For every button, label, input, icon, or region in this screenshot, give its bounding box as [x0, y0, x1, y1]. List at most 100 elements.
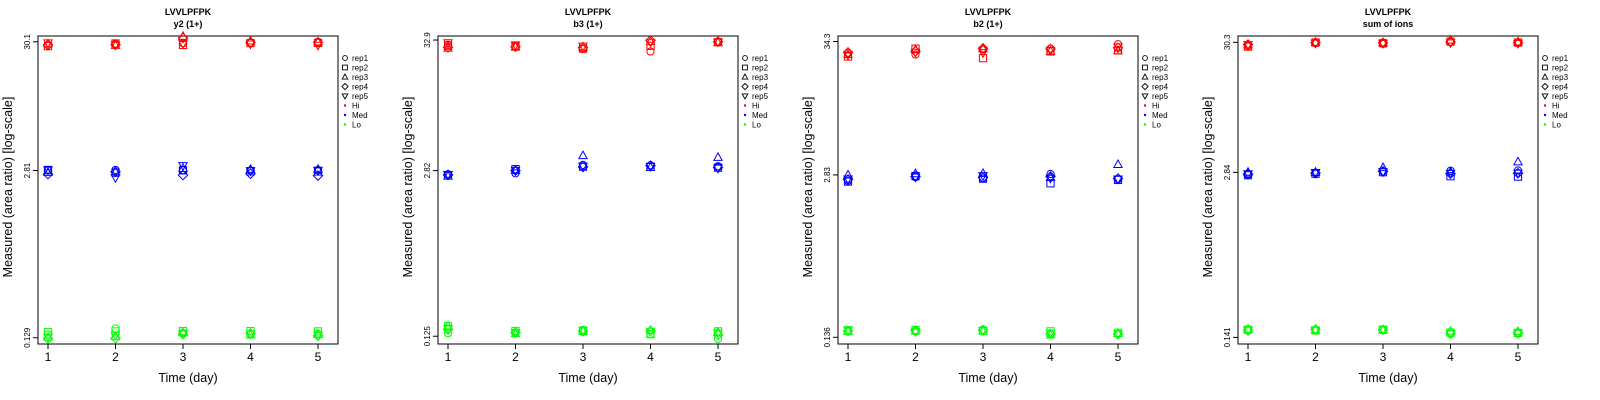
data-point-hi-triangle-down	[1310, 39, 1321, 49]
chart-subtitle: y2 (1+)	[174, 19, 203, 29]
legend-label-hi: Hi	[352, 102, 360, 111]
x-tick-label: 4	[1047, 350, 1054, 364]
data-point-med-triangle-up	[713, 151, 723, 161]
data-point-lo-triangle-down	[910, 328, 921, 338]
legend-marker-rep3	[1541, 73, 1549, 80]
data-point-med-triangle-down	[43, 166, 53, 176]
x-tick-label: 5	[1515, 350, 1522, 364]
data-point-med-triangle-up	[510, 164, 521, 174]
data-point-hi-circle	[911, 50, 920, 59]
legend-marker-rep3	[741, 73, 749, 80]
data-point-med-triangle-up	[1310, 166, 1321, 176]
data-point-lo-triangle-down	[1045, 329, 1056, 339]
x-tick-label: 3	[180, 350, 187, 364]
data-point-hi-triangle-down	[43, 39, 53, 49]
data-point-med-circle	[1046, 169, 1055, 179]
data-point-med-triangle-up	[910, 168, 921, 178]
data-point-lo-square	[646, 330, 655, 339]
data-point-med-diamond	[977, 172, 989, 183]
data-point-lo-triangle-down	[43, 333, 53, 343]
data-point-hi-triangle-down	[578, 42, 588, 52]
data-point-hi-diamond	[842, 46, 854, 58]
data-point-med-triangle-down	[1513, 169, 1523, 179]
data-point-med-triangle-up	[1513, 156, 1523, 166]
data-point-med-diamond	[245, 168, 256, 180]
legend-label-rep2: rep2	[752, 64, 769, 73]
legend-label-lo: Lo	[1552, 121, 1561, 130]
x-axis-label: Time (day)	[1358, 371, 1417, 385]
data-point-med-triangle-up	[578, 150, 588, 160]
legend-label-med: Med	[752, 111, 768, 120]
legend-label-rep3: rep3	[1152, 73, 1169, 82]
legend-label-rep5: rep5	[1552, 92, 1569, 101]
x-tick-label: 3	[980, 350, 987, 364]
legend-label-rep1: rep1	[1152, 54, 1169, 63]
data-point-lo-triangle-down	[178, 330, 188, 340]
y-tick-label: 34.3	[823, 33, 832, 49]
data-point-med-triangle-down	[313, 166, 323, 176]
legend-label-lo: Lo	[752, 121, 761, 130]
legend-marker-lo	[1543, 123, 1547, 126]
legend-label-rep5: rep5	[1152, 92, 1169, 101]
data-point-med-triangle-down	[645, 162, 656, 172]
data-point-lo-triangle-down	[245, 330, 256, 340]
data-point-lo-triangle-down	[510, 328, 521, 339]
legend-marker-lo	[343, 123, 347, 126]
data-point-hi-triangle-down	[843, 51, 853, 61]
legend-marker-rep4	[341, 82, 349, 91]
legend-marker-rep2	[1142, 64, 1148, 71]
legend-label-rep3: rep3	[352, 73, 369, 82]
data-point-lo-triangle-down	[1310, 326, 1321, 336]
chart-title: LVVLPFPK	[165, 7, 212, 17]
legend-label-rep4: rep4	[1152, 83, 1169, 92]
data-point-med-triangle-up	[1378, 162, 1388, 172]
data-point-hi-diamond	[977, 42, 989, 54]
chart-title: LVVLPFPK	[565, 7, 612, 17]
data-point-lo-triangle-down	[1113, 330, 1123, 340]
plot-frame	[37, 35, 339, 345]
chart-panel-b3: LVVLPFPK b3 (1+) Time (day) Measured (ar…	[400, 0, 800, 400]
legend-marker-rep5	[341, 93, 349, 100]
legend-marker-rep1	[1542, 55, 1548, 61]
legend-label-rep1: rep1	[352, 54, 369, 63]
data-point-lo-triangle-up	[1113, 327, 1123, 338]
legend-marker-rep4	[1541, 82, 1549, 91]
data-point-lo-triangle-down	[1445, 330, 1456, 340]
x-tick-label: 2	[112, 350, 119, 364]
legend-marker-hi	[343, 104, 347, 107]
data-point-hi-triangle-down	[1445, 39, 1456, 49]
data-point-med-diamond	[177, 169, 189, 181]
data-point-hi-diamond	[177, 32, 189, 44]
data-point-hi-triangle-down	[1378, 39, 1388, 49]
y-tick-label: 30.3	[1223, 34, 1232, 50]
data-point-hi-triangle-down	[1045, 46, 1056, 56]
data-point-med-triangle-down	[910, 173, 921, 183]
x-tick-label: 3	[580, 350, 587, 364]
x-tick-label: 2	[512, 350, 519, 364]
data-point-med-triangle-down	[1243, 170, 1253, 180]
data-point-lo-square	[43, 328, 53, 337]
data-point-hi-triangle-down	[110, 41, 121, 51]
x-tick-label: 1	[845, 350, 852, 364]
legend-marker-rep5	[1541, 93, 1549, 100]
legend-marker-med	[343, 113, 347, 117]
data-point-lo-diamond	[712, 329, 724, 341]
data-point-lo-triangle-down	[578, 326, 588, 336]
legend-label-rep5: rep5	[752, 92, 769, 101]
y-tick-label: 2.82	[423, 162, 432, 178]
y-tick-label: 30.1	[23, 33, 32, 49]
data-point-med-diamond	[42, 168, 54, 180]
chart-panel-y2: LVVLPFPK y2 (1+) Time (day) Measured (ar…	[0, 0, 400, 400]
data-point-hi-triangle-down	[1243, 41, 1253, 51]
y-tick-label: 2.84	[1223, 164, 1232, 180]
data-point-med-square	[1046, 179, 1055, 188]
data-point-lo-triangle-down	[313, 332, 323, 342]
y-tick-label: 0.129	[23, 327, 32, 348]
data-point-med-diamond	[110, 166, 121, 178]
legend-label-med: Med	[1552, 111, 1568, 120]
data-point-lo-square	[313, 327, 323, 336]
data-point-hi-triangle-down	[1113, 43, 1123, 53]
legend-marker-rep1	[742, 55, 748, 61]
legend-marker-rep2	[342, 64, 348, 71]
data-point-hi-triangle-down	[910, 48, 921, 58]
